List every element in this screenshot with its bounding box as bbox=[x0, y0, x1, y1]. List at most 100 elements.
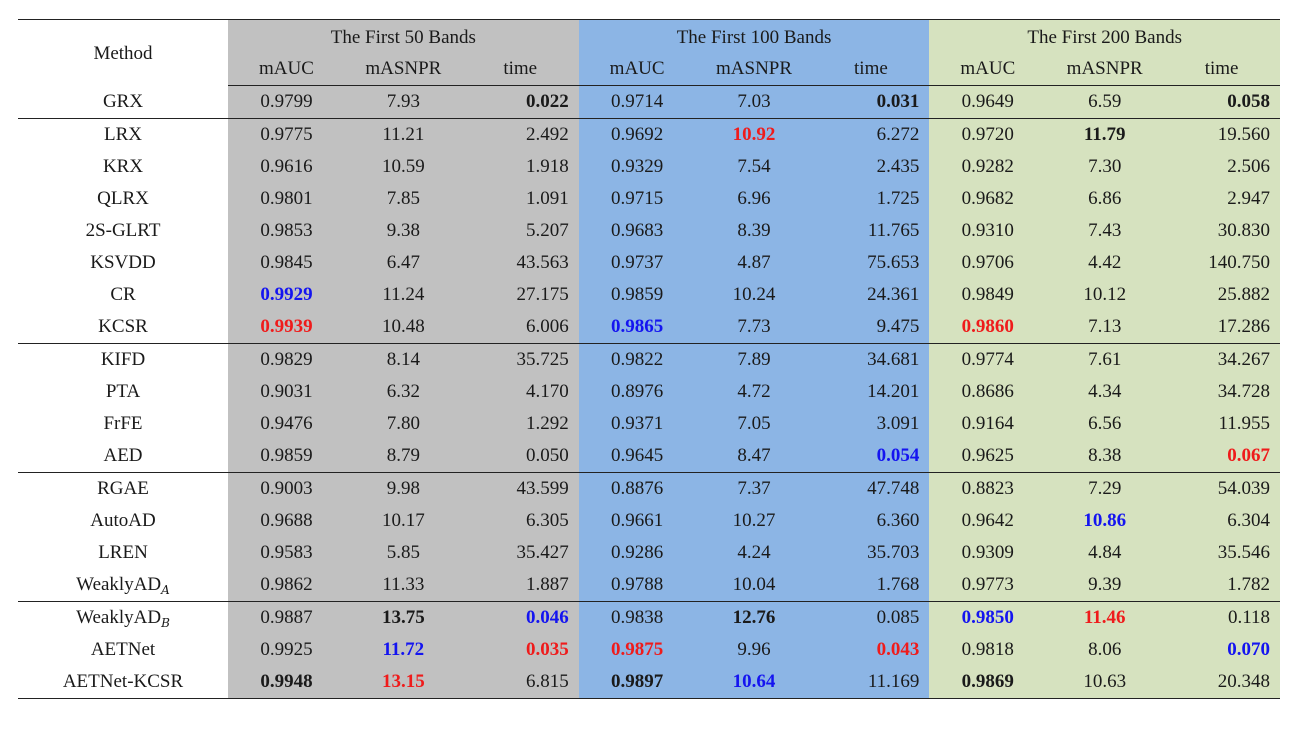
cell-masnpr: 10.12 bbox=[1046, 279, 1164, 311]
cell-masnpr: 11.33 bbox=[344, 569, 462, 602]
method-label: AETNet bbox=[90, 639, 156, 660]
method-label: QLRX bbox=[97, 188, 149, 209]
cell-mauc: 0.9642 bbox=[929, 505, 1047, 537]
cell-mauc: 0.9706 bbox=[929, 247, 1047, 279]
cell-mauc: 0.9860 bbox=[929, 311, 1047, 344]
cell-mauc: 0.9737 bbox=[578, 247, 696, 279]
method-label: 2S-GLRT bbox=[85, 220, 161, 241]
method-label: RGAE bbox=[97, 478, 149, 499]
cell-time: 19.560 bbox=[1163, 118, 1281, 151]
cell-mauc: 0.9773 bbox=[929, 569, 1047, 602]
cell-time: 0.031 bbox=[812, 85, 930, 119]
cell-mauc: 0.9775 bbox=[228, 118, 345, 151]
cell-time: 0.118 bbox=[1163, 601, 1281, 634]
cell-time: 11.955 bbox=[1163, 408, 1281, 440]
cell-masnpr: 7.03 bbox=[695, 85, 813, 119]
cell-masnpr: 11.46 bbox=[1046, 601, 1164, 634]
cell-time: 6.272 bbox=[812, 118, 930, 151]
cell-masnpr: 9.39 bbox=[1046, 569, 1164, 602]
cell-mauc: 0.9031 bbox=[228, 376, 345, 408]
table-body: GRX 0.9799 7.93 0.022 0.9714 7.03 0.031 0.9649 6… bbox=[18, 85, 1281, 699]
cell-masnpr: 7.43 bbox=[1046, 215, 1164, 247]
cell-mauc: 0.9859 bbox=[228, 440, 345, 473]
cell-masnpr: 6.96 bbox=[695, 183, 813, 215]
cell-time: 6.360 bbox=[812, 505, 930, 537]
cell-time: 2.435 bbox=[812, 151, 930, 183]
cell-masnpr: 10.63 bbox=[1046, 666, 1164, 699]
group-header-200-bands: The First 200 Bands bbox=[929, 19, 1281, 53]
table-row: 2S-GLRT 0.9853 9.38 5.207 0.9683 8.39 11.765 0.… bbox=[18, 215, 1281, 247]
group-header-row: Method The First 50 Bands The First 100 … bbox=[18, 19, 1281, 86]
cell-masnpr: 10.59 bbox=[344, 151, 462, 183]
cell-mauc: 0.9838 bbox=[578, 601, 696, 634]
cell-masnpr: 9.38 bbox=[344, 215, 462, 247]
cell-time: 4.170 bbox=[461, 376, 579, 408]
cell-mauc: 0.9799 bbox=[228, 85, 345, 119]
cell-masnpr: 11.72 bbox=[344, 634, 462, 666]
cell-time: 0.085 bbox=[812, 601, 930, 634]
metric-header-masnpr: mASNPR bbox=[344, 53, 462, 86]
cell-time: 0.054 bbox=[812, 440, 930, 473]
cell-time: 140.750 bbox=[1163, 247, 1281, 279]
cell-masnpr: 6.86 bbox=[1046, 183, 1164, 215]
table-row: RGAE 0.9003 9.98 43.599 0.8876 7.37 47.748 0.88… bbox=[18, 472, 1281, 505]
method-name: WeaklyADA bbox=[18, 569, 228, 602]
cell-masnpr: 13.75 bbox=[344, 601, 462, 634]
cell-masnpr: 10.24 bbox=[695, 279, 813, 311]
cell-mauc: 0.9929 bbox=[228, 279, 345, 311]
cell-mauc: 0.8876 bbox=[578, 472, 696, 505]
table-row: WeaklyADB 0.9887 13.75 0.046 0.9838 12.76 0.08… bbox=[18, 601, 1281, 634]
cell-time: 35.703 bbox=[812, 537, 930, 569]
table-row: WeaklyADA 0.9862 11.33 1.887 0.9788 10.04 1.76… bbox=[18, 569, 1281, 602]
cell-time: 0.058 bbox=[1163, 85, 1281, 119]
cell-time: 6.304 bbox=[1163, 505, 1281, 537]
table-row: AutoAD 0.9688 10.17 6.305 0.9661 10.27 6.360 0.… bbox=[18, 505, 1281, 537]
cell-mauc: 0.9661 bbox=[578, 505, 696, 537]
metric-header-time: time bbox=[461, 53, 579, 86]
table-row: LREN 0.9583 5.85 35.427 0.9286 4.24 35.703 0.93… bbox=[18, 537, 1281, 569]
cell-mauc: 0.9329 bbox=[578, 151, 696, 183]
cell-mauc: 0.9714 bbox=[578, 85, 696, 119]
cell-masnpr: 8.14 bbox=[344, 343, 462, 376]
table-row: PTA 0.9031 6.32 4.170 0.8976 4.72 14.201 0.8686… bbox=[18, 376, 1281, 408]
cell-masnpr: 10.48 bbox=[344, 311, 462, 344]
method-label: KIFD bbox=[100, 349, 146, 370]
cell-masnpr: 6.59 bbox=[1046, 85, 1164, 119]
metric-header-masnpr: mASNPR bbox=[695, 53, 813, 86]
cell-mauc: 0.8686 bbox=[929, 376, 1047, 408]
table-row: QLRX 0.9801 7.85 1.091 0.9715 6.96 1.725 0.9682… bbox=[18, 183, 1281, 215]
cell-time: 35.427 bbox=[461, 537, 579, 569]
method-name: 2S-GLRT bbox=[18, 215, 228, 247]
cell-mauc: 0.9309 bbox=[929, 537, 1047, 569]
cell-time: 5.207 bbox=[461, 215, 579, 247]
cell-mauc: 0.9692 bbox=[578, 118, 696, 151]
cell-time: 75.653 bbox=[812, 247, 930, 279]
cell-time: 1.768 bbox=[812, 569, 930, 602]
cell-time: 34.681 bbox=[812, 343, 930, 376]
cell-masnpr: 4.42 bbox=[1046, 247, 1164, 279]
cell-time: 0.050 bbox=[461, 440, 579, 473]
table-row: KRX 0.9616 10.59 1.918 0.9329 7.54 2.435 0.9282… bbox=[18, 151, 1281, 183]
cell-time: 11.169 bbox=[812, 666, 930, 699]
cell-mauc: 0.9801 bbox=[228, 183, 345, 215]
cell-time: 1.887 bbox=[461, 569, 579, 602]
method-name: GRX bbox=[18, 86, 228, 119]
method-label: PTA bbox=[105, 381, 141, 402]
cell-masnpr: 10.04 bbox=[695, 569, 813, 602]
method-name: AED bbox=[18, 440, 228, 473]
cell-time: 27.175 bbox=[461, 279, 579, 311]
table-row: FrFE 0.9476 7.80 1.292 0.9371 7.05 3.091 0.9164… bbox=[18, 408, 1281, 440]
cell-time: 24.361 bbox=[812, 279, 930, 311]
cell-time: 35.725 bbox=[461, 343, 579, 376]
metric-header-time: time bbox=[1163, 53, 1281, 86]
cell-time: 35.546 bbox=[1163, 537, 1281, 569]
method-label: GRX bbox=[102, 90, 144, 112]
cell-time: 1.725 bbox=[812, 183, 930, 215]
method-label: LREN bbox=[98, 542, 148, 563]
cell-mauc: 0.9849 bbox=[929, 279, 1047, 311]
cell-mauc: 0.9720 bbox=[929, 118, 1047, 151]
method-subscript: A bbox=[161, 582, 170, 597]
cell-time: 0.046 bbox=[461, 601, 579, 634]
cell-masnpr: 7.37 bbox=[695, 472, 813, 505]
cell-mauc: 0.9282 bbox=[929, 151, 1047, 183]
